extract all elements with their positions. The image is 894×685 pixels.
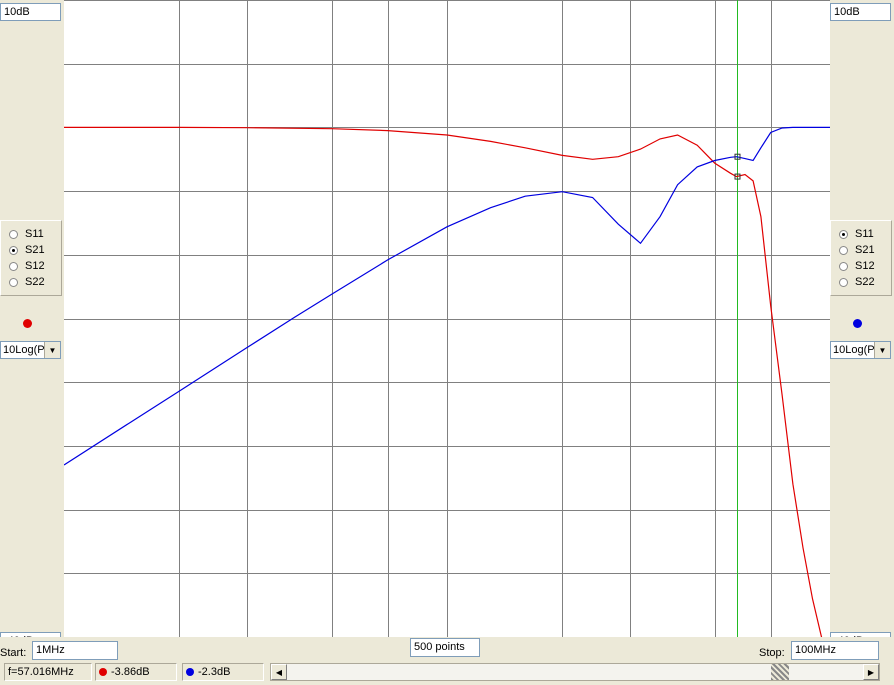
marker-blue: [734, 153, 741, 160]
blue-trace-readout: -2.3dB: [182, 663, 264, 681]
chevron-down-icon[interactable]: ▼: [44, 342, 60, 358]
right-panel: 10dB S11 S21 S12 S22 10Log(P)▼ -40dB: [830, 0, 894, 640]
radio-circle-icon: [9, 245, 18, 255]
radio-circle-icon: [839, 277, 848, 287]
stop-label: Stop:: [759, 647, 785, 659]
stop-frequency-input[interactable]: 100MHz: [791, 641, 879, 660]
trace-s11-blue: [64, 126, 830, 466]
left-radio-s22[interactable]: S22: [9, 274, 45, 290]
left-radio-s11[interactable]: S11: [9, 226, 44, 242]
scroll-thumb[interactable]: [771, 664, 789, 680]
left-panel: 10dB S11 S21 S12 S22 10Log(P)▼ -40dB: [0, 0, 64, 640]
right-format-select[interactable]: 10Log(P) ▼: [830, 341, 891, 359]
red-dot-icon: [99, 668, 107, 676]
right-radio-s21[interactable]: S21: [839, 242, 875, 258]
radio-circle-icon: [9, 229, 18, 239]
left-format-select[interactable]: 10Log(P) ▼: [0, 341, 61, 359]
frequency-scrollbar[interactable]: ◀ ▶: [270, 663, 880, 681]
chart-svg[interactable]: [64, 0, 830, 637]
right-radio-s22[interactable]: S22: [839, 274, 875, 290]
right-radio-s11[interactable]: S11: [839, 226, 874, 242]
frequency-readout: f=57.016MHz: [4, 663, 92, 681]
plot-area[interactable]: [64, 0, 830, 637]
radio-circle-icon: [839, 229, 848, 239]
right-trace-color-dot[interactable]: [853, 319, 862, 328]
scroll-right-icon[interactable]: ▶: [863, 664, 879, 680]
trace-s21-red: [64, 126, 823, 637]
radio-circle-icon: [9, 261, 18, 271]
start-label: Start:: [0, 647, 27, 659]
left-param-group: S11 S21 S12 S22: [0, 220, 62, 296]
scroll-left-icon[interactable]: ◀: [271, 664, 287, 680]
left-scale-max[interactable]: 10dB: [0, 3, 61, 21]
red-trace-readout: -3.86dB: [95, 663, 177, 681]
left-radio-s21[interactable]: S21: [9, 242, 45, 258]
right-param-group: S11 S21 S12 S22: [830, 220, 892, 296]
right-radio-s12[interactable]: S12: [839, 258, 875, 274]
radio-circle-icon: [839, 261, 848, 271]
radio-circle-icon: [9, 277, 18, 287]
radio-circle-icon: [839, 245, 848, 255]
blue-dot-icon: [186, 668, 194, 676]
left-radio-s12[interactable]: S12: [9, 258, 45, 274]
left-trace-color-dot[interactable]: [23, 319, 32, 328]
right-scale-max[interactable]: 10dB: [830, 3, 891, 21]
start-frequency-input[interactable]: 1MHz: [32, 641, 118, 660]
marker-red: [734, 173, 741, 180]
points-input[interactable]: 500 points: [410, 638, 480, 657]
chevron-down-icon[interactable]: ▼: [874, 342, 890, 358]
